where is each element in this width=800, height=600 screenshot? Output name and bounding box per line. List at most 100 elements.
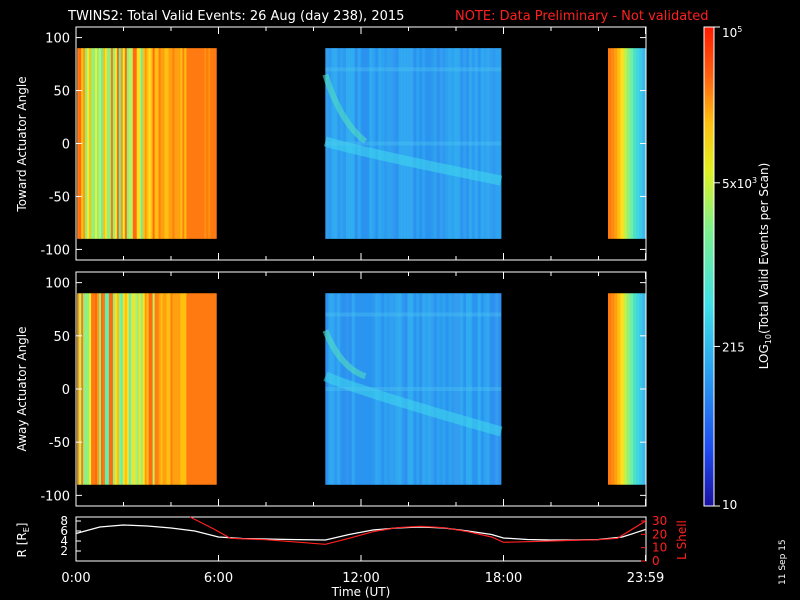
heat-strip bbox=[138, 293, 142, 485]
heat-strip bbox=[174, 293, 178, 485]
heat-strip bbox=[91, 293, 94, 485]
heat-strip bbox=[87, 293, 90, 485]
heat-strip bbox=[427, 293, 432, 485]
heat-strip bbox=[617, 293, 622, 485]
heat-strip bbox=[608, 293, 612, 485]
heat-strip bbox=[200, 48, 203, 239]
heat-strip bbox=[325, 293, 329, 485]
heat-strip bbox=[486, 293, 490, 485]
heat-strip bbox=[196, 293, 199, 485]
heat-strip bbox=[471, 48, 476, 239]
heat-strip bbox=[498, 48, 502, 239]
heat-strip bbox=[112, 293, 116, 485]
heat-strip bbox=[148, 293, 152, 485]
heat-strip bbox=[164, 293, 168, 485]
heat-strip bbox=[419, 48, 423, 239]
heat-strip bbox=[168, 293, 172, 485]
heat-ridge bbox=[323, 136, 503, 186]
heat-strip bbox=[97, 48, 100, 239]
colorbar: 105 5x103 215 10 LOG10(Total Valid Events p… bbox=[703, 25, 773, 512]
heat-strip bbox=[102, 293, 106, 485]
heat-strip bbox=[354, 48, 359, 239]
heat-strip bbox=[112, 48, 116, 239]
toward-angle-panel: 100 50 0 -50 -100 Toward Actuator Angle bbox=[15, 26, 647, 261]
heat-strip bbox=[166, 48, 170, 239]
heat-strip bbox=[445, 293, 449, 485]
lshell-ylabel: L Shell bbox=[675, 520, 689, 560]
heat-strip bbox=[492, 48, 496, 239]
heat-strip bbox=[401, 48, 405, 239]
heat-strip bbox=[357, 48, 362, 239]
heat-strip bbox=[208, 48, 211, 239]
heat-strip bbox=[328, 293, 332, 485]
heat-strip bbox=[140, 293, 144, 485]
heat-strip bbox=[106, 293, 110, 485]
heat-strip bbox=[206, 293, 209, 485]
heat-strip bbox=[170, 293, 174, 485]
heat-band bbox=[325, 387, 502, 391]
heat-strip bbox=[126, 48, 130, 239]
heat-strip bbox=[158, 48, 162, 239]
heat-band bbox=[325, 67, 502, 72]
heat-strip bbox=[154, 293, 158, 485]
heat-strip bbox=[136, 293, 140, 485]
colorbar-tick-label: 215 bbox=[722, 340, 745, 354]
heat-strip bbox=[395, 293, 400, 485]
heat-strip bbox=[152, 293, 156, 485]
heat-strip bbox=[99, 48, 102, 239]
heat-band bbox=[325, 141, 502, 146]
heat-strip bbox=[334, 293, 338, 485]
heat-strip bbox=[194, 293, 197, 485]
heat-strip bbox=[422, 293, 426, 485]
heat-strip bbox=[202, 293, 205, 485]
heat-strip bbox=[448, 293, 452, 485]
heat-strip bbox=[383, 293, 388, 485]
heat-strip bbox=[483, 48, 487, 239]
heat-ridge bbox=[322, 73, 368, 144]
heat-strip bbox=[620, 48, 625, 239]
heat-strip bbox=[182, 48, 185, 239]
heat-strip bbox=[636, 293, 640, 485]
heat-strip bbox=[87, 48, 90, 239]
heat-strip bbox=[439, 48, 444, 239]
heat-strip bbox=[126, 293, 130, 485]
heat-strip bbox=[442, 48, 446, 239]
heat-strip bbox=[457, 293, 461, 485]
heat-strip bbox=[81, 48, 84, 239]
heat-strip bbox=[477, 293, 482, 485]
heat-strip bbox=[407, 48, 411, 239]
heat-strip bbox=[122, 293, 126, 485]
x-tick-label: 18:00 bbox=[485, 571, 522, 586]
heat-strip bbox=[381, 293, 385, 485]
heat-strip bbox=[495, 48, 499, 239]
heat-strip bbox=[114, 293, 118, 485]
heat-strip bbox=[611, 48, 615, 239]
heat-strip bbox=[611, 293, 615, 485]
heat-strip bbox=[180, 48, 183, 239]
heat-strip bbox=[392, 48, 397, 239]
heat-strip bbox=[204, 293, 207, 485]
heat-strip bbox=[620, 293, 625, 485]
r-series-line bbox=[75, 524, 646, 541]
heat-strip bbox=[108, 293, 112, 485]
heat-strip bbox=[180, 293, 183, 485]
heat-strip bbox=[134, 293, 138, 485]
away-angle-panel: 100 50 0 -50 -100 Away Actuator Angle bbox=[15, 271, 647, 507]
heat-strip bbox=[460, 48, 464, 239]
heat-strip bbox=[489, 48, 493, 239]
heat-strip bbox=[160, 293, 164, 485]
heat-strip bbox=[114, 48, 118, 239]
heat-strip bbox=[210, 293, 213, 485]
away-angle-ylabel: Away Actuator Angle bbox=[15, 326, 29, 451]
heat-strip bbox=[214, 48, 217, 239]
heat-strip bbox=[331, 293, 335, 485]
heat-strip bbox=[198, 48, 201, 239]
heat-strip bbox=[202, 48, 205, 239]
heat-strip bbox=[474, 48, 479, 239]
heat-strip bbox=[174, 48, 178, 239]
heat-strip bbox=[416, 293, 420, 485]
heat-strip bbox=[383, 48, 388, 239]
heat-strip bbox=[118, 48, 122, 239]
heat-strip bbox=[178, 48, 181, 239]
